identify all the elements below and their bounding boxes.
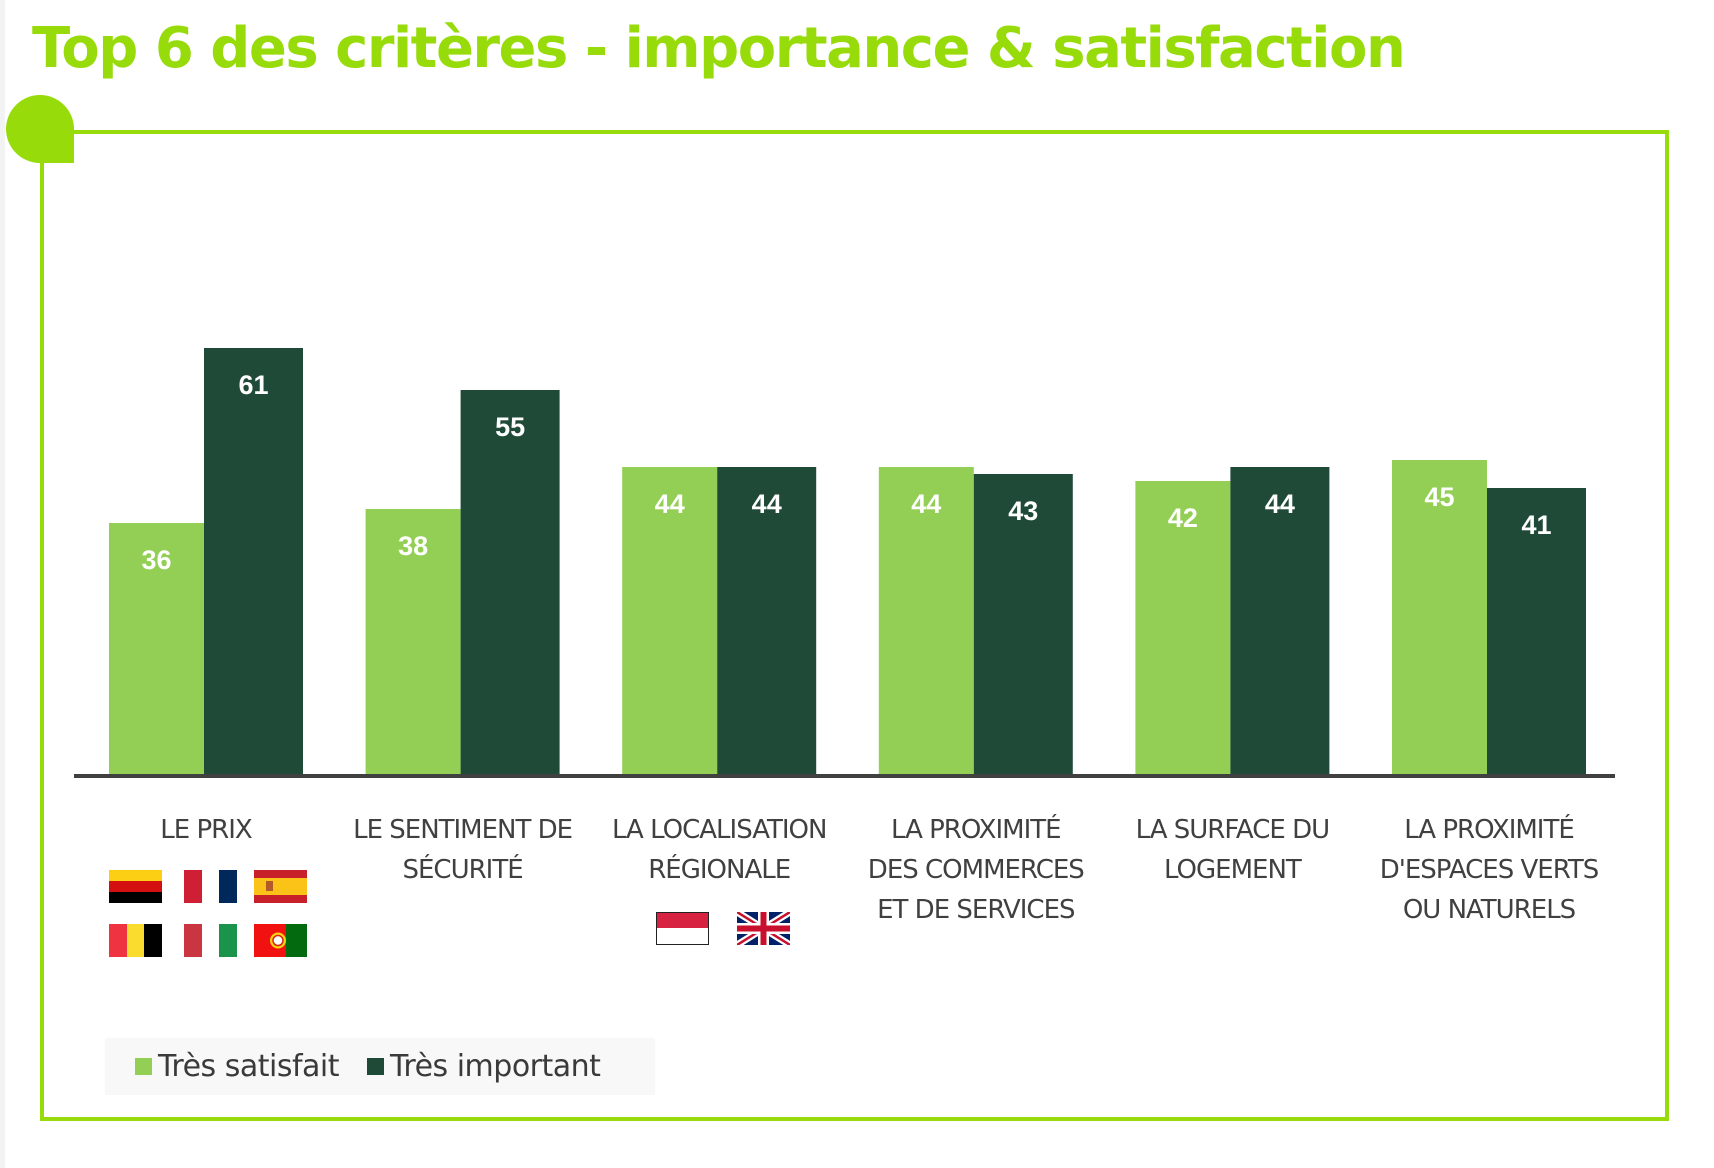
france-flag-icon	[184, 870, 237, 903]
data-label: 61	[238, 370, 268, 400]
data-label: 41	[1521, 510, 1551, 540]
bar-tres-satisfait-la-surface-du-logement	[1135, 481, 1231, 775]
bar-tres-satisfait-la-proximite-des-commerces-et-de-services	[878, 467, 974, 775]
chart-frame	[40, 130, 1669, 1121]
italy-flag-icon	[184, 924, 237, 957]
category-label: LA SURFACE DU	[1136, 815, 1330, 845]
category-label: OU NATURELS	[1403, 895, 1576, 925]
legend-swatch-light	[135, 1058, 152, 1075]
germany-flag-icon	[109, 870, 162, 903]
bar-tres-important-la-localisation-regionale	[717, 467, 817, 775]
legend-label: Très important	[390, 1049, 601, 1084]
bar-tres-satisfait-la-proximite-d-espaces-verts-ou-naturels	[1392, 460, 1487, 775]
data-label: 45	[1424, 482, 1454, 512]
category-label: LE SENTIMENT DE	[353, 815, 572, 845]
data-label: 55	[495, 412, 525, 442]
legend-item-tres-satisfait[interactable]: Très satisfait	[135, 1049, 340, 1084]
portugal-flag-icon	[254, 924, 307, 957]
bar-tres-important-le-prix	[204, 348, 303, 775]
data-label: 44	[1265, 489, 1295, 519]
data-label: 44	[655, 489, 685, 519]
legend: Très satisfait Très important	[105, 1038, 655, 1095]
spain-flag-icon	[254, 870, 307, 903]
bar-tres-satisfait-le-prix	[109, 523, 204, 775]
data-label: 38	[398, 531, 428, 561]
united-kingdom-flag-icon	[737, 912, 790, 945]
page-edge	[0, 0, 5, 1168]
bar-tres-important-la-proximite-des-commerces-et-de-services	[973, 474, 1073, 775]
bar-tres-important-le-sentiment-de-securite	[460, 390, 560, 775]
category-labels-layer: LE PRIX LE SENTIMENT DE SÉCURITÉ LA LOCALIS…	[160, 813, 1599, 925]
data-label: 36	[141, 545, 171, 575]
bar-labels-layer: 36 61 38 55 44 44 44 43 42 44 45 41	[141, 370, 1551, 575]
category-label: LA LOCALISATION	[612, 815, 826, 845]
category-label: ET DE SERVICES	[877, 895, 1075, 925]
bar-tres-important-la-surface-du-logement	[1230, 467, 1330, 775]
bars-layer	[109, 348, 1586, 775]
category-label: DES COMMERCES	[868, 855, 1084, 885]
legend-swatch-dark	[367, 1058, 384, 1075]
category-label: LA PROXIMITÉ	[1404, 813, 1574, 845]
page-title: Top 6 des critères - importance & satisf…	[32, 16, 1406, 81]
category-label: RÉGIONALE	[648, 853, 790, 885]
data-label: 44	[752, 489, 782, 519]
bar-tres-satisfait-le-sentiment-de-securite	[365, 509, 461, 775]
frame-corner-dot	[6, 95, 74, 163]
category-label: SÉCURITÉ	[403, 853, 523, 885]
legend-item-tres-important[interactable]: Très important	[367, 1049, 601, 1084]
category-label: LOGEMENT	[1164, 855, 1302, 885]
bar-tres-satisfait-la-localisation-regionale	[622, 467, 718, 775]
x-axis-line	[74, 774, 1615, 778]
data-label: 42	[1168, 503, 1198, 533]
monaco-flag-icon	[656, 912, 709, 945]
belgium-flag-icon	[109, 924, 162, 957]
bar-tres-important-la-proximite-d-espaces-verts-ou-naturels	[1487, 488, 1586, 775]
legend-label: Très satisfait	[158, 1049, 340, 1084]
category-label: LE PRIX	[160, 815, 252, 845]
category-label: LA PROXIMITÉ	[891, 813, 1061, 845]
data-label: 44	[911, 489, 941, 519]
data-label: 43	[1008, 496, 1038, 526]
category-label: D'ESPACES VERTS	[1380, 855, 1599, 885]
